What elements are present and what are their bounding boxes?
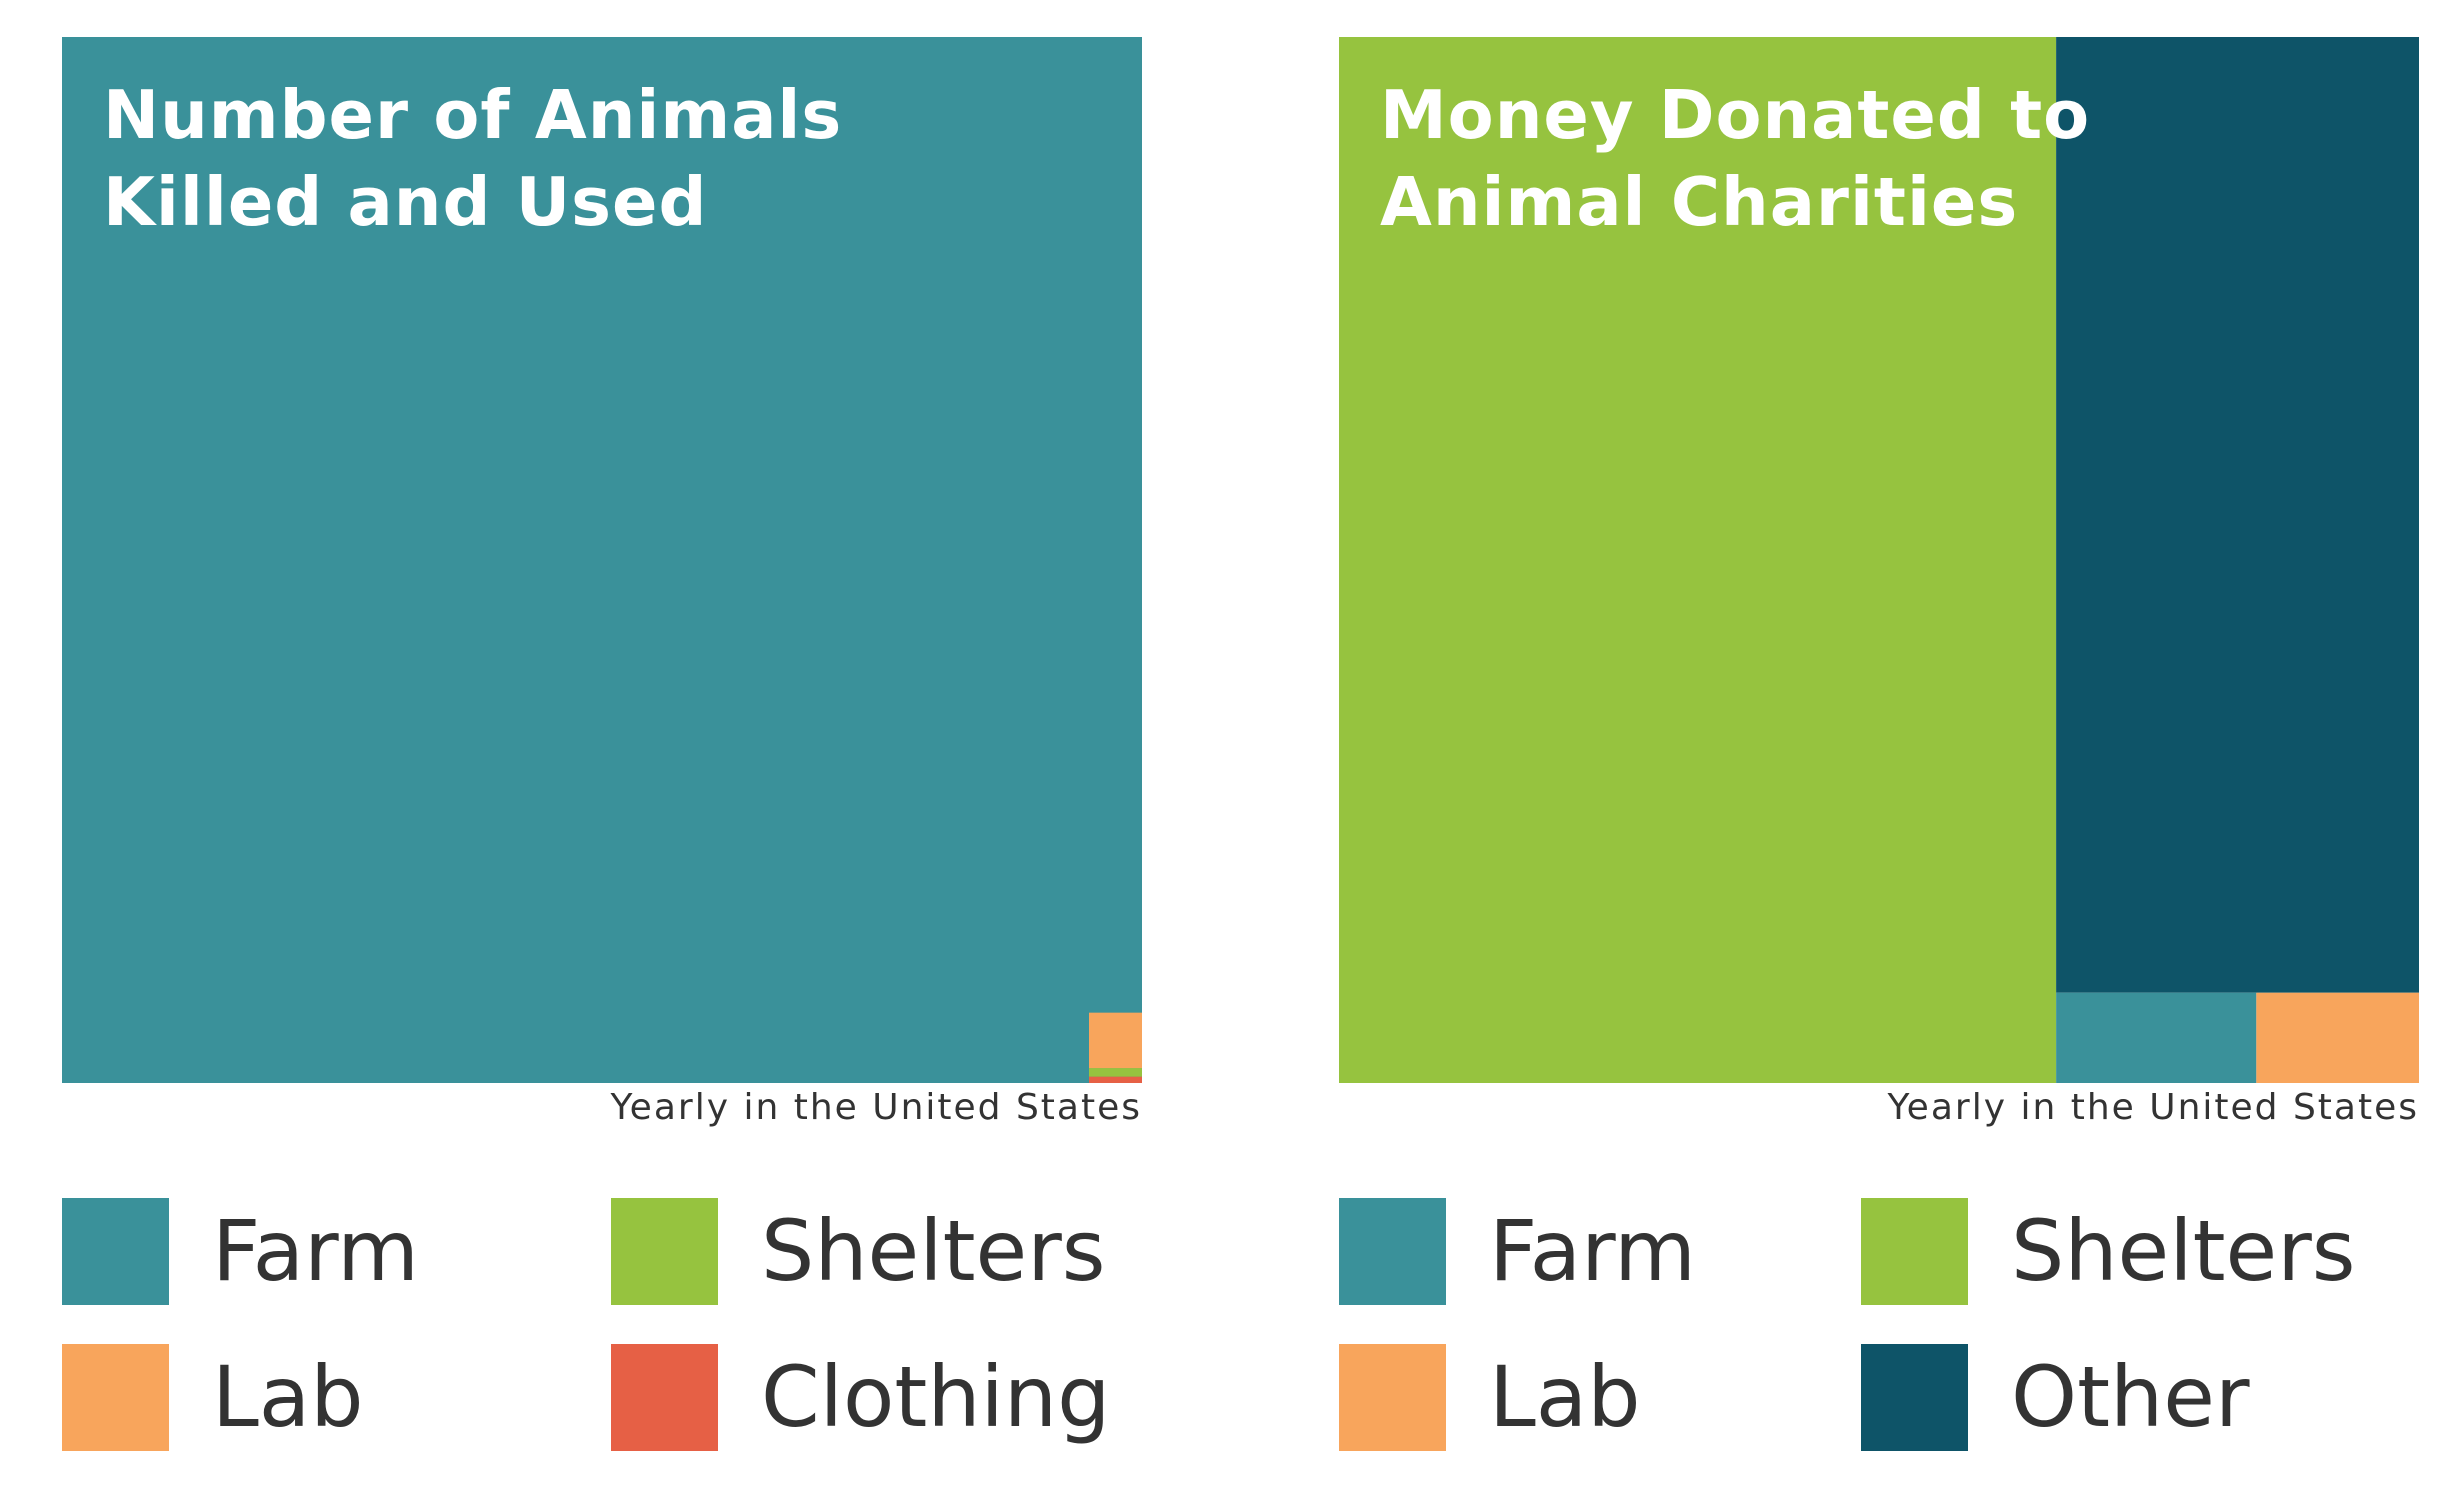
treemap-cell-farm	[62, 37, 1142, 1083]
legend: Farm Shelters Lab Other	[1339, 1198, 2419, 1458]
legend-swatch-shelters	[1861, 1198, 1968, 1305]
legend-label-farm: Farm	[212, 1202, 419, 1300]
legend-swatch-lab	[1339, 1344, 1446, 1451]
legend-label-shelters: Shelters	[2011, 1202, 2356, 1300]
legend: Farm Shelters Lab Clothing	[62, 1198, 1142, 1458]
treemap-cell-shelters	[1339, 37, 2057, 1083]
chart-animals-killed: Number of Animals Killed and Used Yearly…	[62, 0, 1142, 1485]
legend-label-clothing: Clothing	[761, 1348, 1111, 1446]
treemap-cell-lab	[1089, 1012, 1142, 1069]
treemap-cell-shelters	[1089, 1068, 1142, 1077]
legend-swatch-farm	[1339, 1198, 1446, 1305]
treemap-cell-lab	[2256, 992, 2419, 1083]
treemap-cell-clothing	[1089, 1076, 1142, 1083]
legend-swatch-clothing	[611, 1344, 718, 1451]
chart-subtitle: Yearly in the United States	[1887, 1087, 2419, 1128]
legend-label-lab: Lab	[212, 1348, 364, 1446]
chart-subtitle: Yearly in the United States	[610, 1087, 1142, 1128]
treemap-cell-farm	[2056, 992, 2257, 1083]
legend-swatch-lab	[62, 1344, 169, 1451]
treemap-animals-killed	[62, 37, 1142, 1083]
legend-swatch-other	[1861, 1344, 1968, 1451]
chart-title: Number of Animals Killed and Used	[103, 76, 843, 241]
chart-title: Money Donated to Animal Charities	[1380, 76, 2091, 241]
legend-label-farm: Farm	[1489, 1202, 1696, 1300]
legend-swatch-farm	[62, 1198, 169, 1305]
treemap-money-donated	[1339, 37, 2419, 1083]
legend-label-lab: Lab	[1489, 1348, 1641, 1446]
legend-swatch-shelters	[611, 1198, 718, 1305]
legend-label-other: Other	[2011, 1348, 2250, 1446]
treemap-cell-other	[2056, 37, 2419, 993]
legend-label-shelters: Shelters	[761, 1202, 1106, 1300]
chart-money-donated: Money Donated to Animal Charities Yearly…	[1339, 0, 2419, 1485]
